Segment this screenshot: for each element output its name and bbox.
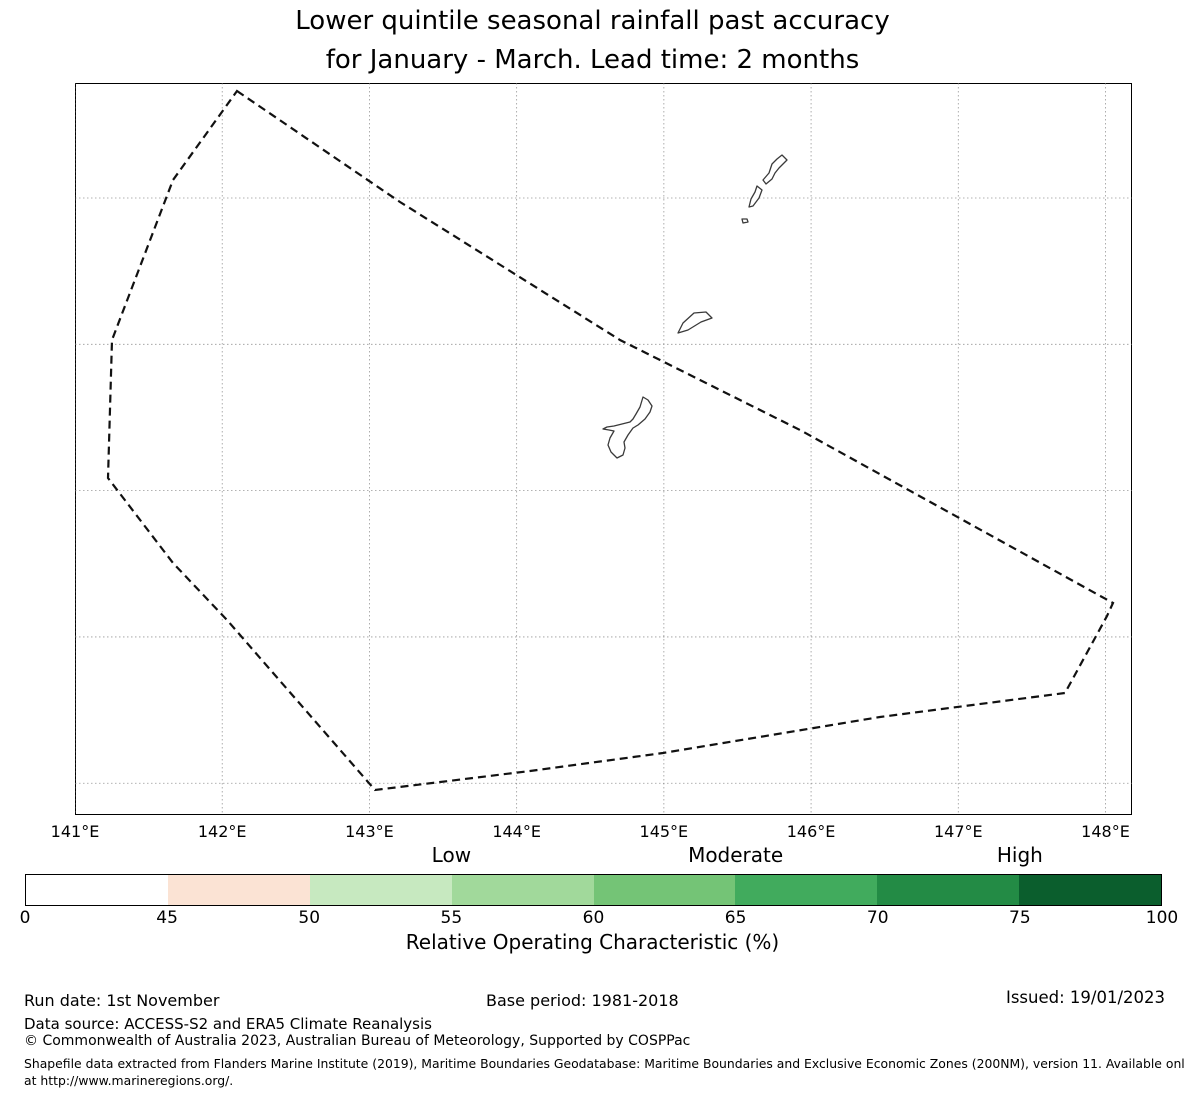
colorbar-segment [451,875,594,905]
x-tick-label: 143°E [345,822,394,841]
colorbar-segment [877,875,1020,905]
chart-title-line1: Lower quintile seasonal rainfall past ac… [295,6,890,36]
colorbar-region-label-high: High [996,843,1043,867]
data-source-text: Data source: ACCESS-S2 and ERA5 Climate … [24,1015,432,1033]
colorbar-tick-label: 65 [724,908,747,928]
colorbar-axis-label: Relative Operating Characteristic (%) [405,930,780,954]
x-tick-label: 146°E [786,822,836,841]
chart-title-line2: for January - March. Lead time: 2 months [325,45,860,75]
colorbar-tick-label: 75 [1009,908,1031,928]
colorbar-segment [593,875,736,905]
colorbar-region-label-moderate: Moderate [688,843,784,867]
x-tick-label: 142°E [197,822,247,841]
colorbar-region-label-low: Low [431,843,472,867]
base-period-text: Base period: 1981-2018 [486,991,679,1010]
colorbar-segment [26,875,168,905]
colorbar-segment [1019,875,1161,905]
colorbar [25,874,1162,906]
chart-title: Lower quintile seasonal rainfall past ac… [0,2,1185,80]
shapefile-attribution-line2: at http://www.marineregions.org/. [24,1073,234,1088]
x-tick-label: 148°E [1081,822,1130,841]
colorbar-tick-label: 45 [156,908,178,928]
map-plot-frame [75,83,1132,815]
run-date-text: Run date: 1st November [24,991,220,1010]
issued-date-text: Issued: 19/01/2023 [1005,988,1165,1007]
colorbar-tick-label: 100 [1145,908,1179,928]
colorbar-tick-label: 0 [19,908,31,928]
x-tick-label: 145°E [639,822,689,841]
colorbar-tick-label: 55 [440,908,463,928]
x-tick-label: 144°E [492,822,541,841]
colorbar-tick-label: 60 [582,908,605,928]
shapefile-attribution-line1: Shapefile data extracted from Flanders M… [24,1056,1185,1071]
colorbar-segment [309,875,452,905]
copyright-text: © Commonwealth of Australia 2023, Austra… [24,1033,691,1049]
x-tick-label: 141°E [50,822,100,841]
colorbar-tick-label: 50 [298,908,321,928]
colorbar-tick-label: 70 [866,908,889,928]
colorbar-segment [167,875,310,905]
x-tick-label: 147°E [933,822,983,841]
colorbar-segment [735,875,878,905]
